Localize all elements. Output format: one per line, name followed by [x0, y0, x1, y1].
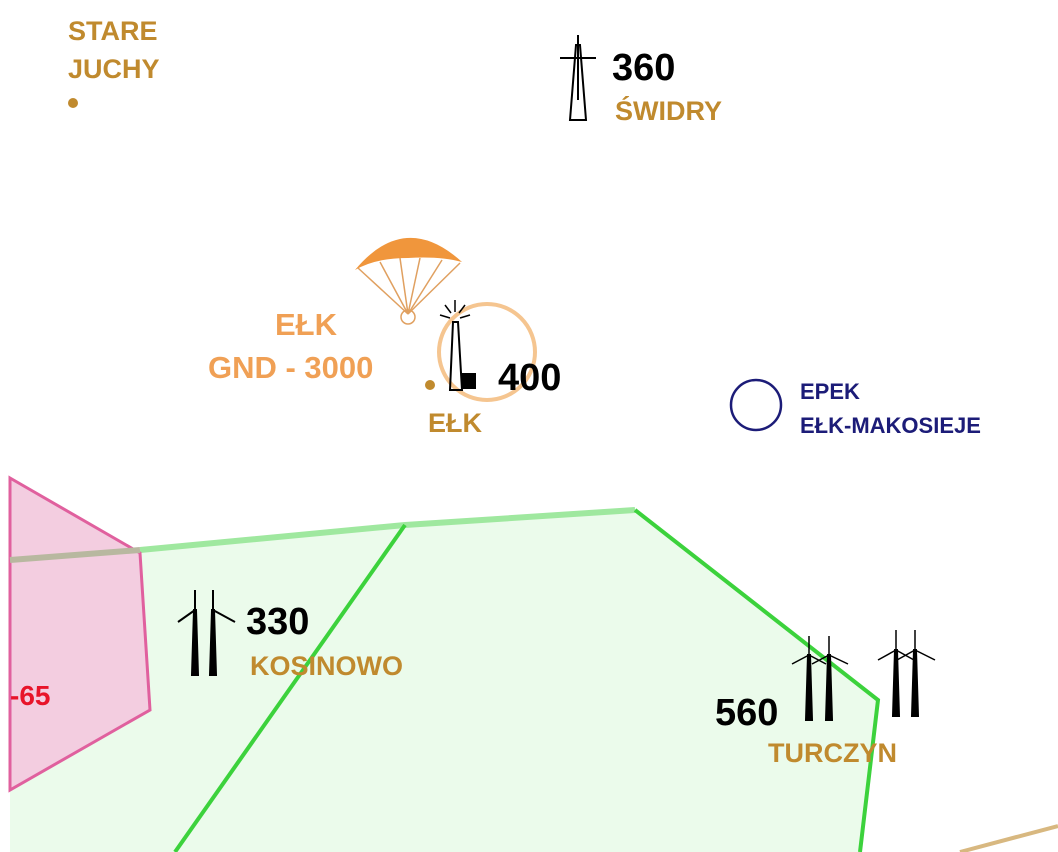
mast-icon: [560, 35, 596, 121]
wind-turbine-icon: [791, 630, 936, 721]
elevation: 560: [715, 692, 778, 734]
airfield-name: EŁK-MAKOSIEJE: [800, 413, 981, 438]
town-dot: [68, 98, 78, 108]
road: [959, 824, 1058, 852]
place-name: KOSINOWO: [250, 651, 403, 681]
parachute-icon: [355, 237, 462, 325]
elevation: 400: [498, 357, 561, 399]
airfield-icon: [729, 378, 783, 432]
zone-circle: [437, 302, 537, 402]
airspace-fill: [10, 510, 878, 852]
obstacle-icon: [439, 300, 476, 391]
airspace-border: [633, 508, 881, 852]
zone-label: -65: [10, 680, 50, 711]
elevation: 330: [246, 601, 309, 643]
zone-label: GND - 3000: [208, 350, 373, 385]
town-dot: [425, 380, 435, 390]
elevation: 360: [612, 47, 675, 89]
airspace-border: [9, 547, 141, 563]
place-name: JUCHY: [68, 54, 160, 84]
wind-turbine-icon: [177, 590, 236, 676]
airfield-code: EPEK: [800, 379, 860, 404]
place-name: TURCZYN: [768, 738, 897, 768]
place-name: EŁK: [428, 408, 483, 438]
airspace-border: [173, 523, 407, 852]
place-name: STARE: [68, 16, 158, 46]
zone-label: EŁK: [275, 307, 338, 342]
place-name: ŚWIDRY: [615, 95, 722, 126]
